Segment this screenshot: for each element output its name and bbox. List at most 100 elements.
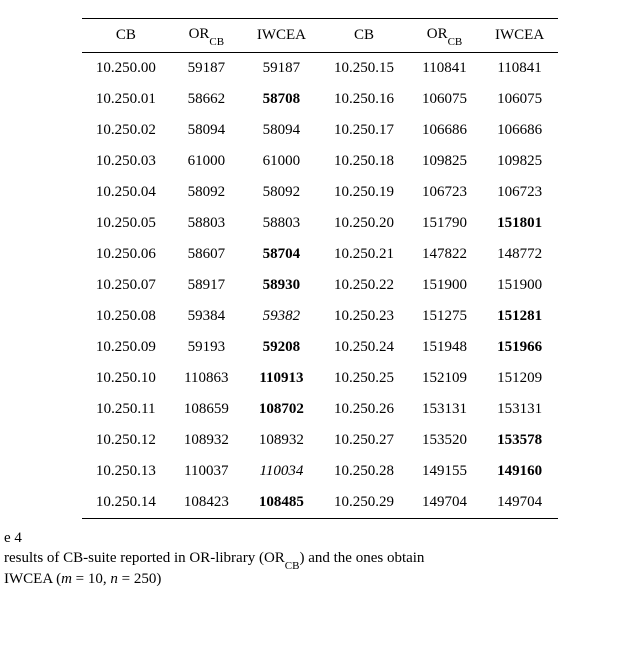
cell: 58094 <box>170 115 243 146</box>
cell: 106075 <box>408 84 481 115</box>
cell: 149155 <box>408 456 481 487</box>
cell: 153520 <box>408 425 481 456</box>
cell: 106723 <box>481 177 558 208</box>
cell: 10.250.29 <box>320 487 408 519</box>
cell: 10.250.12 <box>82 425 170 456</box>
cell: 151900 <box>481 270 558 301</box>
cell: 10.250.11 <box>82 394 170 425</box>
cell: 10.250.14 <box>82 487 170 519</box>
cell: 108932 <box>170 425 243 456</box>
cell: 149160 <box>481 456 558 487</box>
table-row: 10.250.03610006100010.250.18109825109825 <box>82 146 558 177</box>
cell: 151209 <box>481 363 558 394</box>
table-row: 10.250.09591935920810.250.24151948151966 <box>82 332 558 363</box>
table-row: 10.250.1110865910870210.250.261531311531… <box>82 394 558 425</box>
table-row: 10.250.07589175893010.250.22151900151900 <box>82 270 558 301</box>
cell: 10.250.28 <box>320 456 408 487</box>
cell: 10.250.04 <box>82 177 170 208</box>
cell: 10.250.05 <box>82 208 170 239</box>
table-row: 10.250.1011086311091310.250.251521091512… <box>82 363 558 394</box>
cell: 153131 <box>408 394 481 425</box>
cell: 10.250.08 <box>82 301 170 332</box>
table-row: 10.250.01586625870810.250.16106075106075 <box>82 84 558 115</box>
cell: 151948 <box>408 332 481 363</box>
cell: 110913 <box>243 363 320 394</box>
cell: 10.250.24 <box>320 332 408 363</box>
cell: 108702 <box>243 394 320 425</box>
cell: 59384 <box>170 301 243 332</box>
cell: 59382 <box>243 301 320 332</box>
cell: 106686 <box>408 115 481 146</box>
table-row: 10.250.08593845938210.250.23151275151281 <box>82 301 558 332</box>
col-iwcea-left: IWCEA <box>243 19 320 53</box>
cell: 10.250.13 <box>82 456 170 487</box>
cell: 151801 <box>481 208 558 239</box>
col-or-right: ORCB <box>408 19 481 53</box>
cell: 109825 <box>481 146 558 177</box>
cell: 58930 <box>243 270 320 301</box>
cell: 58094 <box>243 115 320 146</box>
cell: 10.250.03 <box>82 146 170 177</box>
cell: 110841 <box>408 53 481 85</box>
caption-line2b: ) and the ones obtain <box>299 550 424 566</box>
cell: 58803 <box>170 208 243 239</box>
cell: 10.250.20 <box>320 208 408 239</box>
cell: 58607 <box>170 239 243 270</box>
cell: 58092 <box>170 177 243 208</box>
table-row: 10.250.1410842310848510.250.291497041497… <box>82 487 558 519</box>
cell: 59187 <box>170 53 243 85</box>
cell: 147822 <box>408 239 481 270</box>
col-cb-right: CB <box>320 19 408 53</box>
cell: 151275 <box>408 301 481 332</box>
cell: 61000 <box>243 146 320 177</box>
col-or-left: ORCB <box>170 19 243 53</box>
table-row: 10.250.06586075870410.250.21147822148772 <box>82 239 558 270</box>
cell: 10.250.19 <box>320 177 408 208</box>
cell: 108932 <box>243 425 320 456</box>
cell: 106723 <box>408 177 481 208</box>
cell: 10.250.27 <box>320 425 408 456</box>
cell: 58662 <box>170 84 243 115</box>
cell: 149704 <box>481 487 558 519</box>
cell: 10.250.26 <box>320 394 408 425</box>
cell: 59208 <box>243 332 320 363</box>
table-row: 10.250.1210893210893210.250.271535201535… <box>82 425 558 456</box>
table-row: 10.250.1311003711003410.250.281491551491… <box>82 456 558 487</box>
cell: 151966 <box>481 332 558 363</box>
cell: 153578 <box>481 425 558 456</box>
caption-line3: IWCEA (m = 10, n = 250) <box>4 571 161 587</box>
cell: 58704 <box>243 239 320 270</box>
results-table: CB ORCB IWCEA CB ORCB IWCEA 10.250.00591… <box>82 18 558 519</box>
cell: 148772 <box>481 239 558 270</box>
table-row: 10.250.04580925809210.250.19106723106723 <box>82 177 558 208</box>
table-caption: e 4 results of CB-suite reported in OR-l… <box>4 529 616 589</box>
table-row: 10.250.02580945809410.250.17106686106686 <box>82 115 558 146</box>
cell: 10.250.07 <box>82 270 170 301</box>
cell: 110863 <box>170 363 243 394</box>
cell: 10.250.21 <box>320 239 408 270</box>
cell: 10.250.10 <box>82 363 170 394</box>
cell: 106075 <box>481 84 558 115</box>
caption-label: e 4 <box>4 530 22 546</box>
cell: 108485 <box>243 487 320 519</box>
cell: 58803 <box>243 208 320 239</box>
cell: 106686 <box>481 115 558 146</box>
caption-sub: CB <box>285 560 300 572</box>
cell: 59187 <box>243 53 320 85</box>
cell: 10.250.01 <box>82 84 170 115</box>
col-cb-left: CB <box>82 19 170 53</box>
cell: 10.250.02 <box>82 115 170 146</box>
cell: 59193 <box>170 332 243 363</box>
cell: 151281 <box>481 301 558 332</box>
cell: 151790 <box>408 208 481 239</box>
cell: 61000 <box>170 146 243 177</box>
cell: 149704 <box>408 487 481 519</box>
cell: 58092 <box>243 177 320 208</box>
cell: 10.250.15 <box>320 53 408 85</box>
table-row: 10.250.05588035880310.250.20151790151801 <box>82 208 558 239</box>
table-row: 10.250.00591875918710.250.15110841110841 <box>82 53 558 85</box>
cell: 110037 <box>170 456 243 487</box>
cell: 153131 <box>481 394 558 425</box>
cell: 10.250.22 <box>320 270 408 301</box>
cell: 10.250.00 <box>82 53 170 85</box>
